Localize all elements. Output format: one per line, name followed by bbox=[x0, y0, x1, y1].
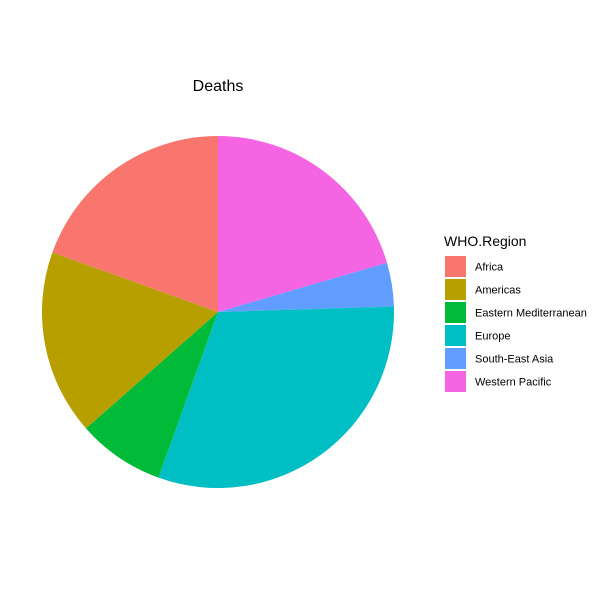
legend-label-south-east-asia: South-East Asia bbox=[475, 354, 554, 366]
legend-label-africa: Africa bbox=[475, 262, 504, 274]
legend-item-south-east-asia: South-East Asia bbox=[445, 348, 554, 369]
legend-label-western-pacific: Western Pacific bbox=[475, 377, 552, 389]
legend-item-europe: Europe bbox=[445, 325, 510, 346]
pie-slice-americas bbox=[42, 252, 218, 429]
legend-item-western-pacific: Western Pacific bbox=[445, 371, 552, 392]
legend-swatch-south-east-asia bbox=[445, 348, 466, 369]
legend-swatch-americas bbox=[445, 279, 466, 300]
legend-item-eastern-mediterranean: Eastern Mediterranean bbox=[445, 302, 587, 323]
legend-item-africa: Africa bbox=[445, 256, 504, 277]
legend-items: Africa Americas Eastern Mediterranean Europ… bbox=[445, 256, 587, 392]
pie-slices bbox=[42, 136, 394, 488]
legend-swatch-africa bbox=[445, 256, 466, 277]
pie-slice-western-pacific bbox=[218, 136, 388, 312]
legend-swatch-western-pacific bbox=[445, 371, 466, 392]
legend-label-europe: Europe bbox=[475, 331, 510, 343]
legend: WHO.Region Africa Americas Eastern Mediter… bbox=[444, 233, 587, 392]
legend-title: WHO.Region bbox=[444, 233, 526, 249]
legend-label-eastern-mediterranean: Eastern Mediterranean bbox=[475, 308, 587, 320]
legend-swatch-eastern-mediterranean bbox=[445, 302, 466, 323]
pie-slice-africa bbox=[52, 136, 218, 312]
pie-slice-south-east-asia bbox=[218, 262, 394, 312]
legend-label-americas: Americas bbox=[475, 285, 521, 297]
pie-slice-europe bbox=[158, 306, 394, 488]
chart-title: Deaths bbox=[193, 78, 244, 95]
legend-item-americas: Americas bbox=[445, 279, 521, 300]
pie-slice-eastern-mediterranean bbox=[85, 312, 218, 478]
legend-swatch-europe bbox=[445, 325, 466, 346]
